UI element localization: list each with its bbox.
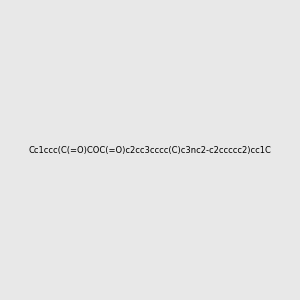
Text: Cc1ccc(C(=O)COC(=O)c2cc3cccc(C)c3nc2-c2ccccc2)cc1C: Cc1ccc(C(=O)COC(=O)c2cc3cccc(C)c3nc2-c2c… (28, 146, 272, 154)
